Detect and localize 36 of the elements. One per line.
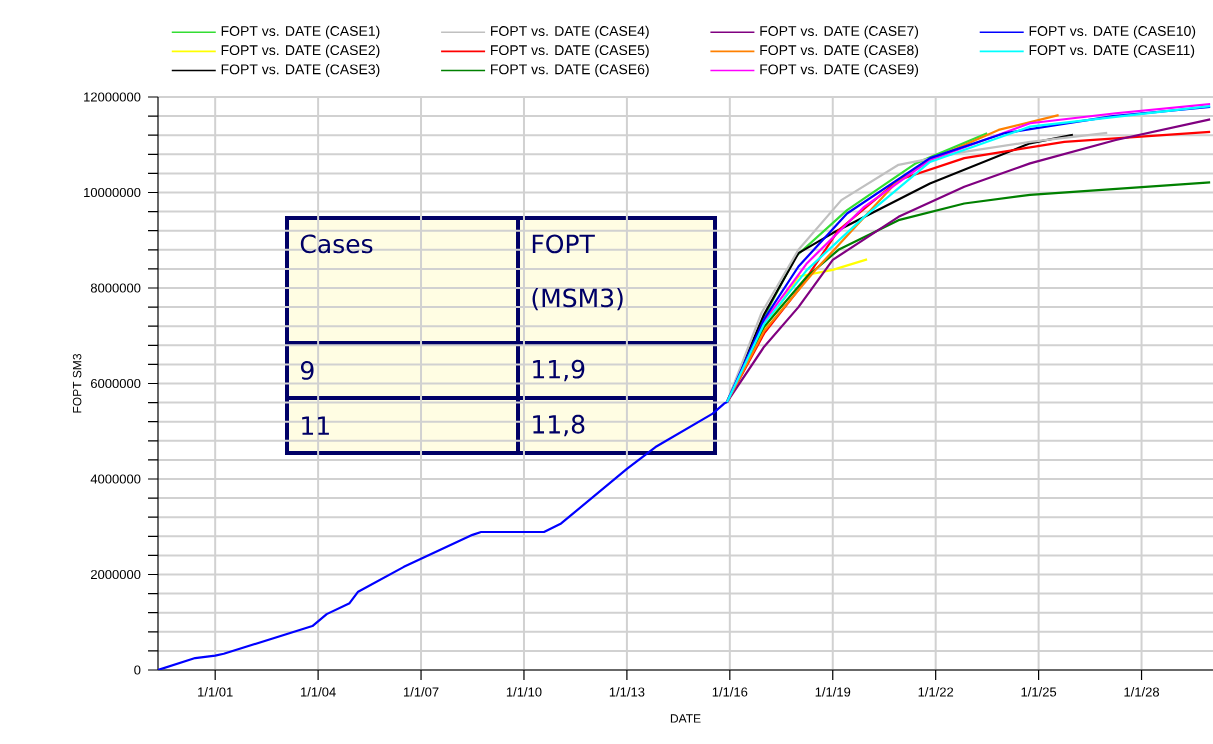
y-tick-label: 12000000 xyxy=(84,92,141,102)
legend-label: FOPT vs. DATE (CASE8) xyxy=(760,44,919,58)
y-tick-label: 4000000 xyxy=(90,474,141,484)
y-tick-label: 2000000 xyxy=(91,569,141,580)
x-tick-label: 1/1/01 xyxy=(198,687,233,697)
x-tick-label: 1/1/19 xyxy=(815,687,851,697)
annotation: 11 xyxy=(302,416,329,435)
y-tick-label: 6000000 xyxy=(91,378,141,389)
x-tick-label: 1/1/04 xyxy=(301,687,336,697)
legend-label: FOPT vs. DATE (CASE4) xyxy=(491,25,649,39)
legend-label: FOPT vs. DATE (CASE3) xyxy=(221,64,380,78)
legend-label: FOPT vs. DATE (CASE5) xyxy=(491,44,649,58)
text: FOPT (MSM3) xyxy=(532,234,623,311)
y-tick-label: 10000000 xyxy=(84,187,141,198)
legend-label: FOPT vs. DATE (CASE2) xyxy=(221,44,380,58)
annotation: Cases xyxy=(300,234,373,254)
legend-label: FOPT vs. DATE (CASE7) xyxy=(760,25,919,39)
annotation: 11,8 xyxy=(533,414,585,437)
x-tick-label: 1/1/10 xyxy=(506,687,542,697)
x-tick-label: 1/1/07 xyxy=(403,687,439,697)
annotation: 9 xyxy=(300,360,314,380)
x-tick-label: 1/1/22 xyxy=(918,687,954,697)
x-tick-label: 1/1/13 xyxy=(609,687,645,697)
y-tick-label: 0 xyxy=(134,665,141,675)
x-tick-label: 1/1/25 xyxy=(1021,687,1057,697)
legend-label: FOPT vs. DATE (CASE11) xyxy=(1029,44,1195,58)
y-tick-label: 8000000 xyxy=(90,283,141,293)
legend-label: FOPT vs. DATE (CASE9) xyxy=(760,64,919,78)
annotation: 11,9 xyxy=(533,359,585,382)
legend-label: FOPT vs. DATE (CASE6) xyxy=(491,64,649,78)
y-axis-title: FOPT SM3 xyxy=(72,354,82,413)
x-tick-label: 1/1/28 xyxy=(1124,687,1160,697)
x-axis-title: DATE xyxy=(670,714,701,723)
legend-label: FOPT vs. DATE (CASE10) xyxy=(1029,25,1196,39)
legend-label: FOPT vs. DATE (CASE1) xyxy=(221,25,380,39)
x-tick-label: 1/1/16 xyxy=(712,687,748,697)
